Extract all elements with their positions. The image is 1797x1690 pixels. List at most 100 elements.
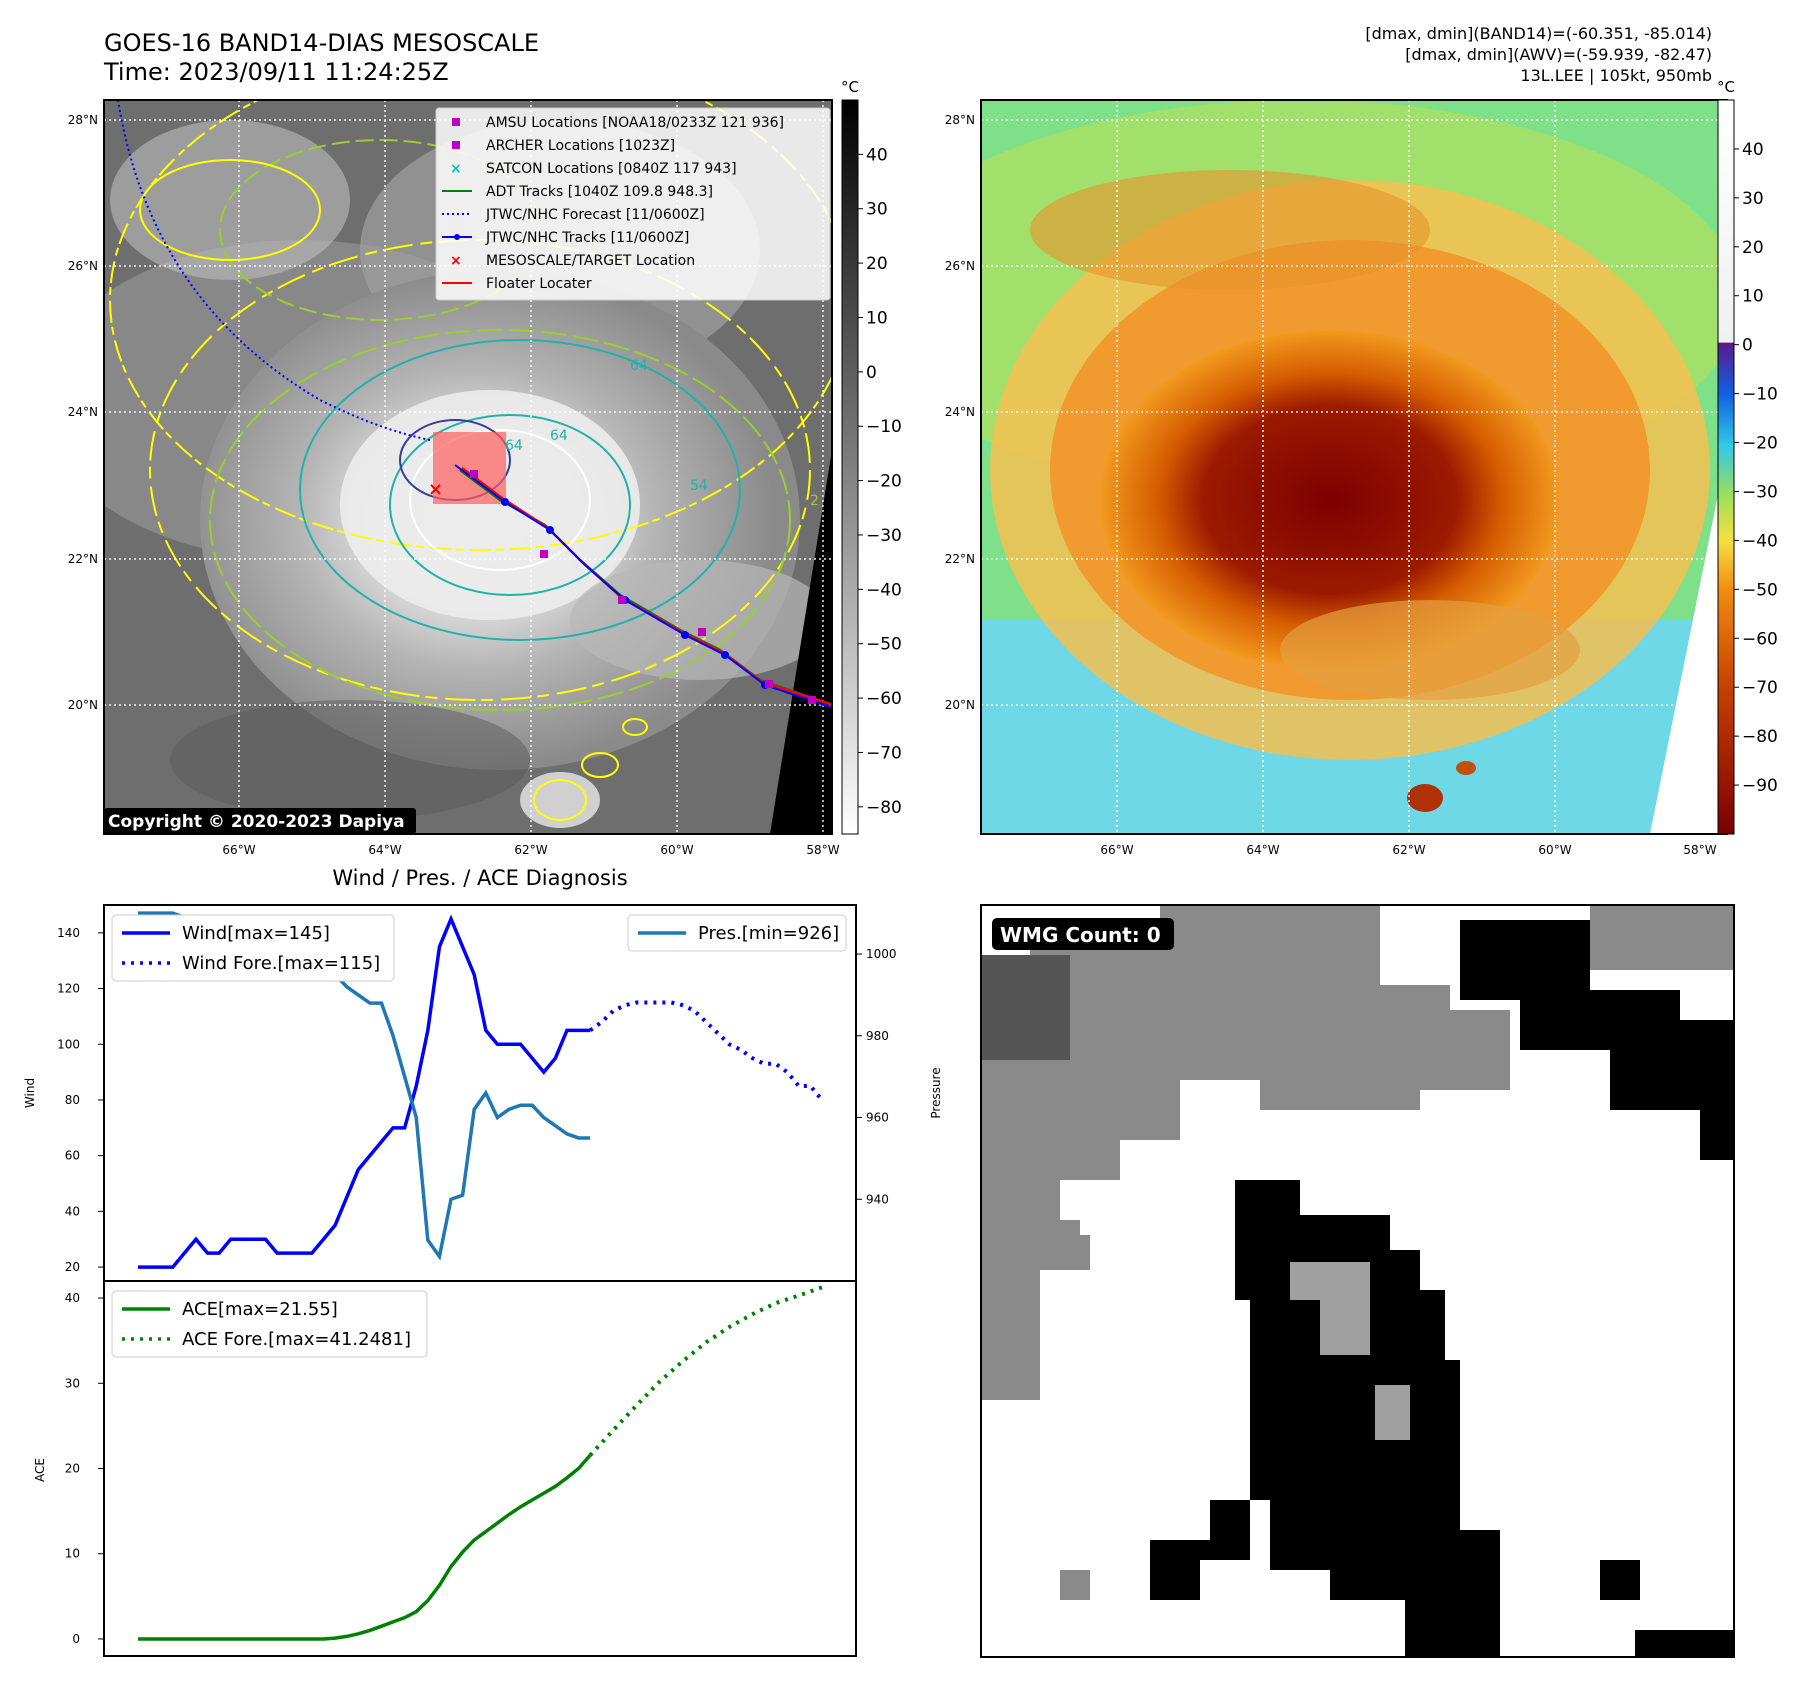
series-line <box>588 1285 823 1457</box>
chart-legend-label: Wind Fore.[max=115] <box>182 953 380 974</box>
pressure-axis-label: Pressure <box>929 1067 943 1118</box>
chart-legend-label: Pres.[min=926] <box>698 923 839 944</box>
colorbar-gray <box>841 99 859 835</box>
lon-label: 58°W <box>1683 843 1716 857</box>
legend-label: JTWC/NHC Tracks [11/0600Z] <box>485 230 689 246</box>
legend-label: AMSU Locations [NOAA18/0233Z 121 936] <box>486 115 784 131</box>
y-tick-label: 40 <box>65 1291 80 1305</box>
colorbar-tick-label: −70 <box>866 743 902 763</box>
legend-item: Floater Locater <box>442 276 592 292</box>
chart-legend-label: ACE[max=21.55] <box>182 1299 338 1320</box>
diagnosis-title: Wind / Pres. / ACE Diagnosis <box>332 866 627 890</box>
colorbar-gray-unit: °C <box>841 78 859 96</box>
colorbar-tick-label: −70 <box>1742 678 1778 698</box>
lat-label: 20°N <box>945 698 975 712</box>
colorbar-tick-label: −20 <box>866 472 902 492</box>
colorbar-tick-label: −30 <box>866 526 902 546</box>
lon-label: 62°W <box>1392 843 1425 857</box>
lat-label: 22°N <box>68 552 98 566</box>
lat-label: 20°N <box>68 698 98 712</box>
y2-tick-label: 1000 <box>866 947 897 961</box>
colorbar-tick-label: −10 <box>866 417 902 437</box>
colorbar-tick-label: 10 <box>1742 287 1764 307</box>
colorbar-tick-label: −60 <box>1742 629 1778 649</box>
lon-label: 60°W <box>660 843 693 857</box>
lon-label: 66°W <box>222 843 255 857</box>
y-tick-label: 40 <box>65 1204 80 1218</box>
legend-label: Floater Locater <box>486 276 592 292</box>
colorbar-tick-label: −90 <box>1742 776 1778 796</box>
colorbar-tick-label: 40 <box>1742 140 1764 160</box>
colorbar-tick-label: −80 <box>1742 727 1778 747</box>
colorbar-tick-label: −40 <box>1742 531 1778 551</box>
legend-label: JTWC/NHC Forecast [11/0600Z] <box>485 207 705 223</box>
legend-item: JTWC/NHC Forecast [11/0600Z] <box>442 207 705 223</box>
y-tick-label: 120 <box>57 982 80 996</box>
info-line-band14: [dmax, dmin](BAND14)=(-60.351, -85.014) <box>1365 24 1712 43</box>
y-tick-label: 80 <box>65 1093 80 1107</box>
contour-label: 64 <box>505 438 523 454</box>
legend-label: ARCHER Locations [1023Z] <box>486 138 675 154</box>
colorbar-tick-label: −20 <box>1742 434 1778 454</box>
chart-legend-label: Wind[max=145] <box>182 923 330 944</box>
legend-label: MESOSCALE/TARGET Location <box>486 253 695 269</box>
y-tick-label: 10 <box>65 1547 80 1561</box>
colorbar-tick-label: 10 <box>866 308 888 328</box>
colorbar-tick-label: 30 <box>1742 189 1764 209</box>
y-tick-label: 0 <box>72 1632 80 1646</box>
contour-label: 2 <box>810 493 819 509</box>
colorbar-tick-label: 30 <box>866 200 888 220</box>
lon-label: 66°W <box>1100 843 1133 857</box>
lon-label: 58°W <box>806 843 839 857</box>
y-tick-label: 100 <box>57 1037 80 1051</box>
colorbar-color-unit: °C <box>1717 78 1735 96</box>
lat-label: 26°N <box>68 259 98 273</box>
colorbar-tick-label: 40 <box>866 145 888 165</box>
legend-label: ADT Tracks [1040Z 109.8 948.3] <box>486 184 713 200</box>
info-line-storm: 13L.LEE | 105kt, 950mb <box>1520 66 1712 85</box>
colorbar-tick-label: 20 <box>1742 238 1764 258</box>
colorbar-tick-label: 20 <box>866 254 888 274</box>
lat-label: 22°N <box>945 552 975 566</box>
colorbar-tick-label: −50 <box>1742 580 1778 600</box>
awv-map <box>981 100 1727 834</box>
series-line <box>138 914 591 1269</box>
y-tick-label: 60 <box>65 1149 80 1163</box>
chart-legend-label: ACE Fore.[max=41.2481] <box>182 1329 411 1350</box>
svg-text:×: × <box>450 253 462 269</box>
legend-item: ARCHER Locations [1023Z] <box>452 138 675 154</box>
ace-axis-label: ACE <box>33 1458 47 1482</box>
y-tick-label: 30 <box>65 1376 80 1390</box>
contour-label: 54 <box>690 478 708 494</box>
wind-axis-label: Wind <box>23 1078 37 1108</box>
series-line <box>588 1000 824 1102</box>
y2-tick-label: 960 <box>866 1111 889 1125</box>
lon-label: 60°W <box>1538 843 1571 857</box>
colorbar-tick-label: −40 <box>866 580 902 600</box>
contour-label: 64 <box>630 358 648 374</box>
copyright-label: Copyright © 2020-2023 Dapiya <box>108 812 405 832</box>
legend-item: × SATCON Locations [0840Z 117 943] <box>450 161 737 177</box>
svg-text:×: × <box>450 161 462 177</box>
wmg-count-label: WMG Count: 0 <box>1000 923 1161 947</box>
lat-label: 26°N <box>945 259 975 273</box>
lon-label: 64°W <box>368 843 401 857</box>
colorbar-tick-label: −10 <box>1742 385 1778 405</box>
legend-label: SATCON Locations [0840Z 117 943] <box>486 161 737 177</box>
series-line <box>138 1454 592 1641</box>
legend-item: AMSU Locations [NOAA18/0233Z 121 936] <box>452 115 784 131</box>
lon-label: 64°W <box>1246 843 1279 857</box>
colorbar-color <box>1717 99 1735 835</box>
lat-label: 24°N <box>68 405 98 419</box>
legend-item: JTWC/NHC Tracks [11/0600Z] <box>442 230 689 246</box>
y2-tick-label: 940 <box>866 1192 889 1206</box>
legend-item: ADT Tracks [1040Z 109.8 948.3] <box>442 184 713 200</box>
colorbar-tick-label: −50 <box>866 635 902 655</box>
info-line-awv: [dmax, dmin](AWV)=(-59.939, -82.47) <box>1405 45 1712 64</box>
lon-label: 62°W <box>514 843 547 857</box>
track-legend: AMSU Locations [NOAA18/0233Z 121 936] ARC… <box>435 107 831 301</box>
legend-item: × MESOSCALE/TARGET Location <box>450 253 695 269</box>
colorbar-tick-label: −60 <box>866 689 902 709</box>
y-tick-label: 20 <box>65 1462 80 1476</box>
